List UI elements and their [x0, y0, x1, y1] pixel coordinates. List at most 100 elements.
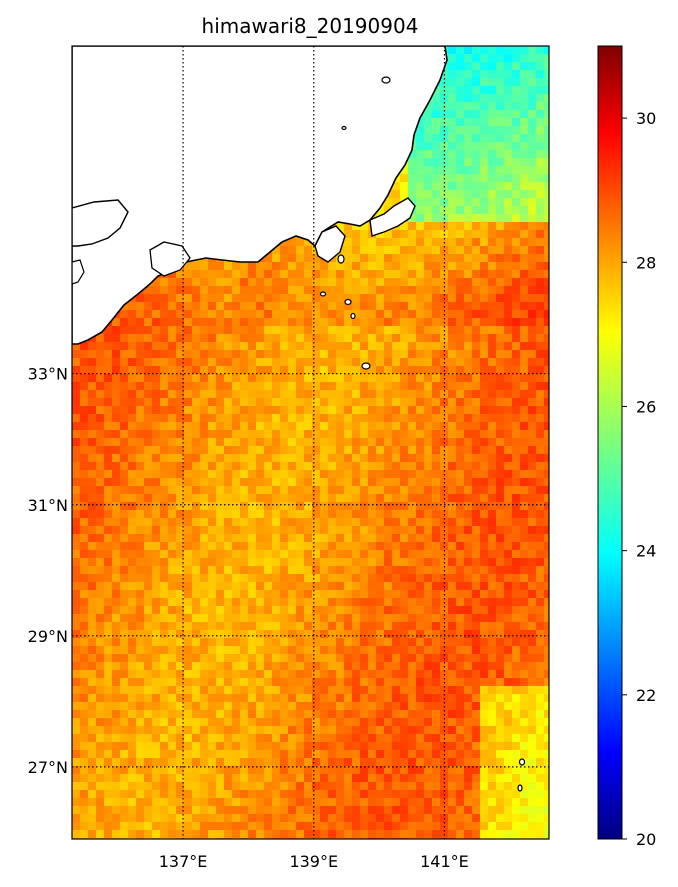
sst-cell	[488, 254, 497, 263]
sst-cell	[536, 702, 545, 711]
sst-cell	[344, 502, 353, 511]
sst-cell	[360, 670, 369, 679]
sst-cell	[256, 494, 265, 503]
sst-cell	[432, 206, 441, 215]
sst-cell	[504, 510, 513, 519]
sst-cell	[408, 390, 417, 399]
sst-cell	[264, 318, 273, 327]
sst-cell	[296, 694, 305, 703]
sst-cell	[120, 694, 129, 703]
sst-cell	[384, 454, 393, 463]
sst-cell	[144, 614, 153, 623]
sst-cell	[464, 702, 473, 711]
sst-cell	[232, 406, 241, 415]
sst-cell	[480, 702, 489, 711]
sst-cell	[192, 606, 201, 615]
sst-cell	[192, 598, 201, 607]
sst-cell	[112, 342, 121, 351]
sst-cell	[192, 486, 201, 495]
sst-cell	[528, 190, 537, 199]
sst-cell	[384, 526, 393, 535]
sst-cell	[496, 190, 505, 199]
sst-cell	[480, 390, 489, 399]
sst-cell	[240, 278, 249, 287]
sst-cell	[464, 630, 473, 639]
sst-cell	[472, 246, 481, 255]
sst-cell	[512, 502, 521, 511]
sst-cell	[416, 262, 425, 271]
sst-cell	[384, 486, 393, 495]
sst-cell	[496, 62, 505, 71]
sst-cell	[512, 470, 521, 479]
sst-cell	[376, 470, 385, 479]
sst-cell	[296, 606, 305, 615]
sst-cell	[400, 486, 409, 495]
sst-cell	[256, 630, 265, 639]
sst-cell	[416, 414, 425, 423]
sst-cell	[520, 558, 529, 567]
sst-cell	[472, 510, 481, 519]
sst-cell	[80, 358, 89, 367]
sst-cell	[448, 230, 457, 239]
sst-cell	[144, 678, 153, 687]
sst-cell	[480, 350, 489, 359]
sst-cell	[480, 406, 489, 415]
sst-cell	[216, 566, 225, 575]
sst-cell	[240, 622, 249, 631]
sst-cell	[168, 454, 177, 463]
sst-cell	[264, 566, 273, 575]
sst-cell	[104, 574, 113, 583]
sst-cell	[536, 206, 545, 215]
sst-cell	[272, 302, 281, 311]
sst-cell	[336, 382, 345, 391]
sst-cell	[528, 614, 537, 623]
sst-cell	[344, 622, 353, 631]
sst-cell	[512, 78, 521, 87]
sst-cell	[112, 678, 121, 687]
sst-cell	[128, 710, 137, 719]
sst-cell	[448, 582, 457, 591]
sst-cell	[240, 382, 249, 391]
sst-cell	[304, 358, 313, 367]
sst-cell	[448, 134, 457, 143]
sst-cell	[296, 262, 305, 271]
sst-cell	[432, 142, 441, 151]
sst-cell	[496, 590, 505, 599]
sst-cell	[272, 470, 281, 479]
sst-cell	[496, 358, 505, 367]
sst-cell	[480, 334, 489, 343]
sst-cell	[352, 246, 361, 255]
sst-cell	[432, 230, 441, 239]
sst-cell	[216, 526, 225, 535]
sst-cell	[360, 318, 369, 327]
sst-cell	[480, 478, 489, 487]
sst-cell	[512, 574, 521, 583]
sst-cell	[312, 302, 321, 311]
sst-cell	[432, 166, 441, 175]
sst-cell	[536, 526, 545, 535]
sst-cell	[176, 406, 185, 415]
sst-cell	[432, 422, 441, 431]
sst-cell	[504, 454, 513, 463]
sst-cell	[528, 558, 537, 567]
sst-cell	[480, 670, 489, 679]
sst-cell	[392, 478, 401, 487]
sst-cell	[392, 270, 401, 279]
sst-cell	[152, 302, 161, 311]
sst-cell	[512, 686, 521, 695]
sst-cell	[336, 342, 345, 351]
sst-cell	[136, 422, 145, 431]
sst-cell	[208, 534, 217, 543]
sst-cell	[296, 270, 305, 279]
sst-cell	[472, 702, 481, 711]
sst-cell	[536, 238, 545, 247]
sst-cell	[448, 126, 457, 135]
sst-cell	[80, 502, 89, 511]
sst-cell	[360, 606, 369, 615]
sst-cell	[264, 430, 273, 439]
sst-cell	[240, 638, 249, 647]
sst-cell	[496, 430, 505, 439]
sst-cell	[544, 150, 549, 159]
sst-cell	[448, 286, 457, 295]
sst-cell	[392, 494, 401, 503]
